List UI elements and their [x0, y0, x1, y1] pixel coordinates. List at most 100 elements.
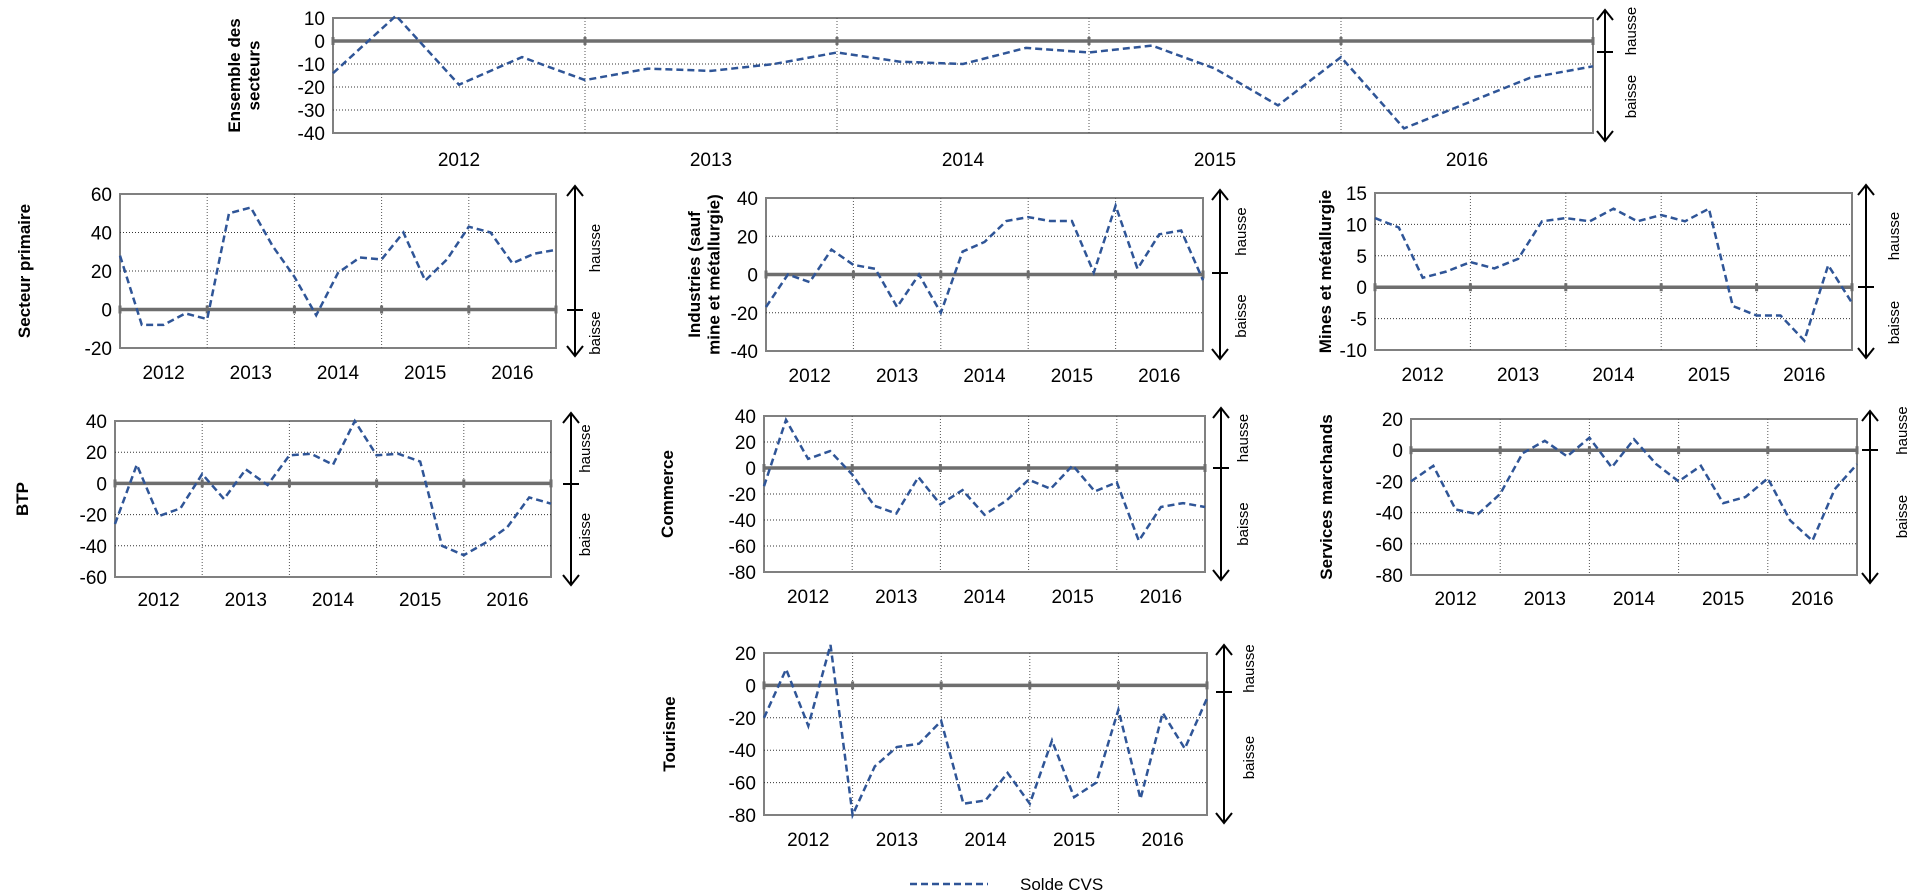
data-point — [332, 72, 334, 74]
data-point — [1588, 437, 1590, 439]
arrow-down-head-icon — [562, 574, 580, 587]
arrow-down-head-icon — [566, 345, 584, 358]
data-point — [962, 63, 964, 65]
data-point — [1521, 452, 1523, 454]
data-point — [763, 717, 765, 719]
data-point — [1093, 271, 1095, 273]
data-point — [787, 273, 789, 275]
y-tick-label: 20 — [735, 433, 756, 454]
data-point — [114, 523, 116, 525]
panel-industries: 40 20 0 -20 -40 2012 2013 2014 2015 2016 hausse bai… — [685, 188, 1250, 387]
panel-ensemble: 100-10-20-30-40 2012 2013 2014 2015 2016 hauss… — [225, 7, 1640, 171]
panel-mines: 15 10 5 0 -5 -10 2012 2013 2014 2015 2016 hausse bai… — [1316, 183, 1903, 386]
data-point — [201, 473, 203, 475]
y-tick-label: -40 — [298, 124, 325, 145]
x-year-label: 2012 — [787, 830, 829, 851]
arrow-up-head-icon — [1211, 188, 1229, 201]
arrow-up-head-icon — [1857, 183, 1875, 196]
series-line-solde-cvs — [118, 206, 557, 327]
label-baisse: baisse — [587, 311, 604, 354]
x-year-label: 2015 — [404, 363, 446, 384]
label-hausse: hausse — [1233, 207, 1250, 255]
data-point — [1027, 216, 1029, 218]
label-baisse: baisse — [577, 513, 594, 556]
y-tick-label: 0 — [96, 474, 107, 495]
x-year-label: 2013 — [876, 830, 918, 851]
data-point — [1811, 539, 1813, 541]
data-point — [550, 502, 552, 504]
series-line-solde-cvs — [764, 201, 1205, 316]
data-point — [647, 67, 649, 69]
label-hausse: hausse — [577, 424, 594, 472]
y-tick-label: -40 — [80, 537, 107, 558]
data-point — [375, 454, 377, 456]
data-point — [918, 743, 920, 745]
panel-title: BTP — [13, 482, 32, 516]
y-tick-label: -60 — [1376, 535, 1403, 556]
panel-title: Commerce — [658, 450, 677, 538]
x-year-label: 2015 — [1052, 587, 1094, 608]
data-point — [1655, 463, 1657, 465]
data-point — [1029, 802, 1031, 804]
x-year-label: 2013 — [875, 587, 917, 608]
x-year-label: 2013 — [690, 150, 732, 171]
label-hausse: hausse — [1623, 7, 1640, 55]
y-tick-label: 20 — [735, 644, 756, 665]
x-year-label: 2013 — [876, 366, 918, 387]
data-point — [1117, 709, 1119, 711]
data-point — [899, 61, 901, 63]
data-point — [1454, 508, 1456, 510]
arrow-down-head-icon — [1857, 347, 1875, 360]
data-point — [1410, 480, 1412, 482]
data-point — [228, 212, 230, 214]
panel-tourisme: 20 0 -20 -40 -60 -80 2012 2013 2014 2015 2016 hauss… — [660, 643, 1258, 851]
data-point — [1779, 314, 1781, 316]
data-point — [332, 463, 334, 465]
data-point — [528, 496, 530, 498]
data-point — [807, 725, 809, 727]
data-point — [1469, 261, 1471, 263]
panel-commerce: 40 20 0 -20 -40 -60 -80 2012 2013 2014 2015 2016 hau… — [658, 406, 1252, 608]
data-point — [271, 245, 273, 247]
data-point — [584, 79, 586, 81]
y-tick-label: 0 — [101, 301, 112, 322]
label-baisse: baisse — [1623, 75, 1640, 118]
data-point — [1051, 739, 1053, 741]
y-tick-label: 20 — [1382, 410, 1403, 431]
data-point — [136, 463, 138, 465]
data-point — [1180, 229, 1182, 231]
panel-title: Ensemble dessecteurs — [225, 18, 264, 132]
data-point — [1202, 279, 1204, 281]
y-tick-label: 0 — [1392, 441, 1403, 462]
data-point — [1744, 496, 1746, 498]
series-line-solde-cvs — [1410, 435, 1858, 543]
y-tick-label: -30 — [298, 101, 325, 122]
data-point — [1432, 465, 1434, 467]
x-year-label: 2016 — [491, 363, 533, 384]
data-point — [119, 254, 121, 256]
data-point — [836, 51, 838, 53]
y-tick-label: -10 — [298, 55, 325, 76]
label-baisse: baisse — [1886, 301, 1903, 344]
data-point — [1633, 438, 1635, 440]
data-point — [1072, 464, 1074, 466]
x-year-label: 2013 — [225, 590, 267, 611]
series-line-solde-cvs — [1374, 206, 1854, 343]
x-year-label: 2012 — [1402, 365, 1444, 386]
data-point — [1206, 697, 1208, 699]
y-tick-label: -20 — [298, 78, 325, 99]
data-point — [354, 420, 356, 422]
data-point — [710, 70, 712, 72]
x-year-label: 2013 — [1497, 365, 1539, 386]
data-point — [1834, 488, 1836, 490]
data-point — [489, 231, 491, 233]
x-year-label: 2013 — [230, 363, 272, 384]
y-tick-label: 15 — [1346, 184, 1367, 205]
data-point — [809, 281, 811, 283]
y-tick-label: 20 — [737, 227, 758, 248]
data-point — [918, 273, 920, 275]
data-point — [1006, 772, 1008, 774]
series-line-solde-cvs — [113, 418, 552, 557]
data-point — [157, 515, 159, 517]
